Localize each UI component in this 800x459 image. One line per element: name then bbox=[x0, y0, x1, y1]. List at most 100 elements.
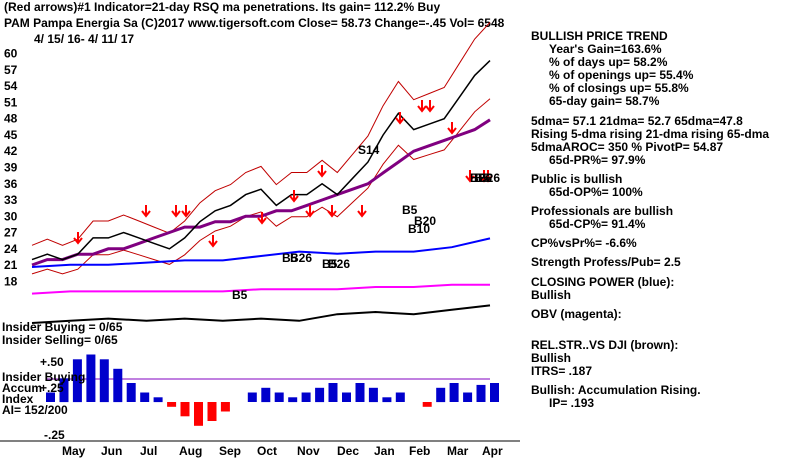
ma-65-line bbox=[31, 118, 491, 267]
y-tick-label: 18 bbox=[4, 274, 18, 288]
accum-bar bbox=[220, 402, 230, 412]
signal-arrow bbox=[425, 100, 435, 113]
price-line bbox=[31, 60, 491, 261]
y-tick-label: 36 bbox=[4, 177, 18, 191]
closing-power-status: Bullish bbox=[531, 287, 572, 302]
lower-band bbox=[31, 98, 491, 275]
signal-arrow bbox=[317, 165, 327, 178]
signal-arrow bbox=[171, 205, 181, 218]
relstr-label: REL.STR..VS DJI (brown): bbox=[531, 337, 679, 352]
rising-dma: Rising 5-dma rising 21-dma rising 65-dma bbox=[531, 126, 770, 141]
signal-label: B26 bbox=[290, 251, 312, 265]
signal-arrow bbox=[447, 122, 457, 135]
accum-bar bbox=[113, 368, 123, 403]
signal-arrow bbox=[327, 205, 337, 218]
side-panel: BULLISH PRICE TREND Year's Gain=163.6% %… bbox=[531, 29, 796, 411]
y-tick-label: 21 bbox=[4, 258, 18, 272]
signal-label: B20 bbox=[414, 214, 436, 228]
y-tick-label: 30 bbox=[4, 209, 18, 223]
itrs-value: ITRS= .187 bbox=[531, 363, 593, 378]
ticker-line: PAM Pampa Energia Sa (C)2017 www.tigerso… bbox=[4, 16, 505, 30]
insider-selling-label: Insider Selling= 0/65 bbox=[2, 333, 118, 347]
ip-value: IP= .193 bbox=[549, 396, 595, 411]
pr-65: 65d-PR%= 97.9% bbox=[549, 152, 646, 167]
indicator-lines bbox=[31, 237, 491, 324]
indicator-line: (Red arrows)#1 Indicator=21-day RSQ ma p… bbox=[4, 0, 440, 14]
y-tick-label: 24 bbox=[4, 242, 18, 256]
accum-bar bbox=[301, 392, 311, 402]
y-axis-labels: 60 57 54 51 48 45 42 39 36 33 30 27 24 21 18 bbox=[4, 47, 18, 289]
accum-bar bbox=[207, 402, 217, 421]
relstr-line bbox=[31, 304, 491, 324]
x-tick-label: Apr bbox=[482, 444, 503, 458]
op-65: 65d-OP%= 100% bbox=[549, 185, 643, 200]
accum-minus25-label: -.25 bbox=[44, 428, 65, 442]
accum-bar bbox=[140, 392, 150, 402]
signal-arrow bbox=[257, 212, 267, 225]
signal-label: B5 bbox=[282, 251, 298, 265]
y-tick-label: 57 bbox=[4, 63, 18, 77]
signal-arrow bbox=[417, 100, 427, 113]
signal-label: B10 bbox=[408, 222, 430, 236]
x-tick-label: Aug bbox=[179, 444, 202, 458]
years-gain: Year's Gain=163.6% bbox=[549, 42, 662, 57]
signal-label: B26 bbox=[478, 171, 500, 185]
openings-up: % of openings up= 55.4% bbox=[549, 68, 694, 83]
signal-label: B26 bbox=[470, 171, 492, 185]
signal-arrow bbox=[73, 232, 83, 245]
accum-bar bbox=[395, 392, 405, 402]
closings-up: % of closings up= 55.8% bbox=[549, 81, 689, 96]
obv-label: OBV (magenta): bbox=[531, 306, 622, 321]
x-tick-label: Dec bbox=[337, 444, 359, 458]
x-axis-labels: May Jun Jul Aug Sep Oct Nov Dec Jan Feb Mar Apr bbox=[62, 444, 503, 458]
signal-arrow bbox=[395, 112, 405, 125]
x-tick-label: Oct bbox=[257, 444, 277, 458]
insider-buying-label: Insider Buying = 0/65 bbox=[2, 320, 123, 334]
insider-buying-label-2: Insider Buying bbox=[2, 370, 85, 384]
aroc-pivot: 5dmaAROC= 350 % PivotP= 54.87 bbox=[531, 139, 724, 154]
signal-label: B5 bbox=[232, 288, 248, 302]
accum-bar bbox=[59, 378, 69, 403]
days-up: % of days up= 58.2% bbox=[549, 55, 668, 70]
stock-chart: (Red arrows)#1 Indicator=21-day RSQ ma p… bbox=[0, 0, 520, 458]
signal-label: B5 bbox=[322, 257, 338, 271]
signal-arrow bbox=[479, 170, 489, 183]
x-tick-label: Nov bbox=[297, 444, 320, 458]
accum-bar bbox=[490, 383, 499, 402]
accum-bar bbox=[382, 397, 392, 403]
accum-bar bbox=[274, 392, 284, 402]
x-tick-label: Feb bbox=[409, 444, 430, 458]
signal-arrow bbox=[208, 235, 218, 248]
y-tick-label: 33 bbox=[4, 193, 18, 207]
signal-arrow bbox=[289, 190, 299, 203]
signal-arrow bbox=[357, 205, 367, 218]
y-tick-label: 45 bbox=[4, 128, 18, 142]
accum-label: Accum bbox=[2, 381, 42, 395]
closing-power-line bbox=[31, 237, 491, 268]
accum-bar bbox=[463, 392, 473, 402]
accum-bar bbox=[261, 387, 271, 403]
trend-title: BULLISH PRICE TREND bbox=[531, 29, 668, 43]
accum-bar bbox=[167, 402, 177, 407]
signal-arrow bbox=[141, 205, 151, 218]
accum-bar bbox=[436, 387, 446, 403]
accum-bar bbox=[476, 384, 486, 402]
accum-plus50-label: +.50 bbox=[40, 355, 64, 369]
signal-arrow bbox=[483, 170, 493, 183]
accum-bar bbox=[153, 397, 163, 403]
accum-bar bbox=[355, 383, 365, 402]
signal-arrow bbox=[305, 205, 315, 218]
accum-plus25-label: +.25 bbox=[40, 381, 64, 395]
x-tick-label: Jul bbox=[140, 444, 157, 458]
signal-arrow bbox=[181, 205, 191, 218]
y-tick-label: 27 bbox=[4, 226, 18, 240]
accum-bar bbox=[194, 402, 203, 426]
x-tick-label: May bbox=[62, 444, 86, 458]
accum-bar bbox=[86, 354, 96, 402]
date-range: 4/ 15/ 16- 4/ 11/ 17 bbox=[34, 32, 134, 46]
signal-label: B26 bbox=[328, 257, 350, 271]
upper-band bbox=[31, 22, 491, 246]
x-tick-label: Mar bbox=[447, 444, 469, 458]
index-label: Index bbox=[2, 392, 34, 406]
